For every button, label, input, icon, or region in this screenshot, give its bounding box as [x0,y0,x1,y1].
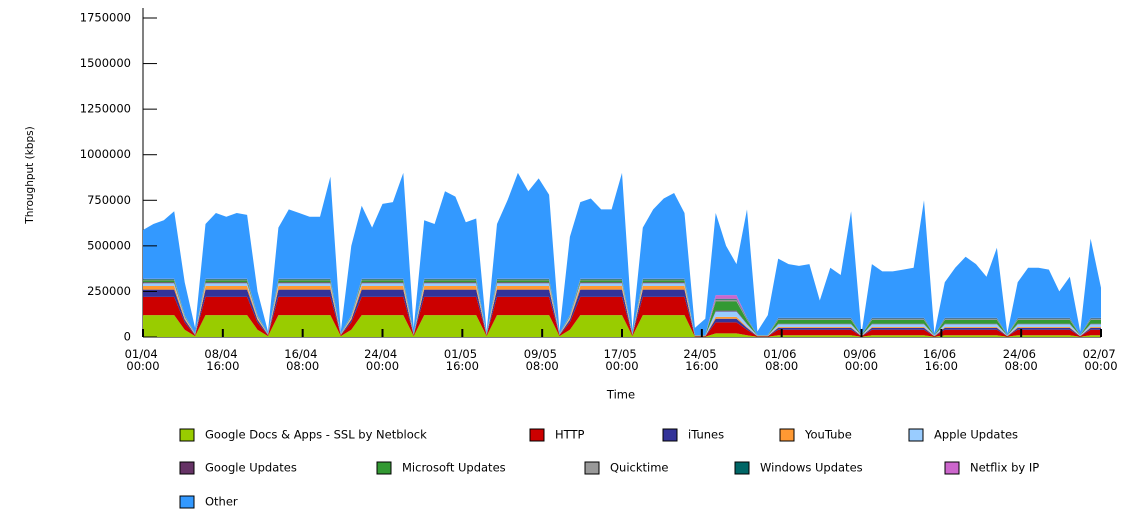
x-tick-label: 16/04 08:00 [284,347,321,373]
legend-label: Quicktime [610,461,669,475]
y-tick-label: 250000 [87,284,131,298]
legend-swatch [179,461,195,475]
y-tick-label: 500000 [87,238,131,252]
area [143,296,1101,337]
legend-swatch [908,428,924,442]
y-tick-label: 0 [124,330,131,344]
legend-swatch [734,461,750,475]
y-axis-title: Throughput (kbps) [24,126,36,224]
x-tick-label: 24/06 08:00 [1003,347,1040,373]
x-tick-label: 08/04 16:00 [204,347,241,373]
legend-swatch [944,461,960,475]
x-tick-label: 01/04 00:00 [125,347,162,373]
y-tick-label: 1250000 [80,102,131,116]
legend-label: iTunes [688,428,724,442]
area [143,289,1101,337]
legend-swatch [662,428,678,442]
legend-label: Google Updates [205,461,297,475]
x-tick-label: 09/05 08:00 [524,347,561,373]
legend-swatch [779,428,795,442]
x-tick-label: 24/05 16:00 [683,347,720,373]
legend-swatch [179,495,195,509]
area [143,172,1101,335]
x-axis-title: Time [606,388,635,402]
legend-label: Other [205,495,238,509]
x-tick-label: 01/05 16:00 [444,347,481,373]
y-tick-label: 1750000 [80,11,131,25]
y-tick-label: 1500000 [80,56,131,70]
x-tick-label: 17/05 00:00 [604,347,641,373]
legend-label: YouTube [804,428,852,442]
x-tick-label: 01/06 08:00 [763,347,800,373]
legend-label: Windows Updates [760,461,863,475]
x-tick-label: 09/06 00:00 [843,347,880,373]
x-tick-label: 24/04 00:00 [364,347,401,373]
legend-label: HTTP [555,428,584,442]
x-tick-label: 16/06 16:00 [923,347,960,373]
legend-swatch [179,428,195,442]
legend-label: Apple Updates [934,428,1018,442]
legend-swatch [376,461,392,475]
y-tick-label: 1000000 [80,147,131,161]
x-tick-label: 02/07 00:00 [1083,347,1120,373]
legend-label: Google Docs & Apps - SSL by Netblock [205,428,427,442]
legend-swatch [529,428,545,442]
legend-swatch [584,461,600,475]
legend-label: Netflix by IP [970,461,1039,475]
y-tick-label: 750000 [87,193,131,207]
legend-label: Microsoft Updates [402,461,506,475]
